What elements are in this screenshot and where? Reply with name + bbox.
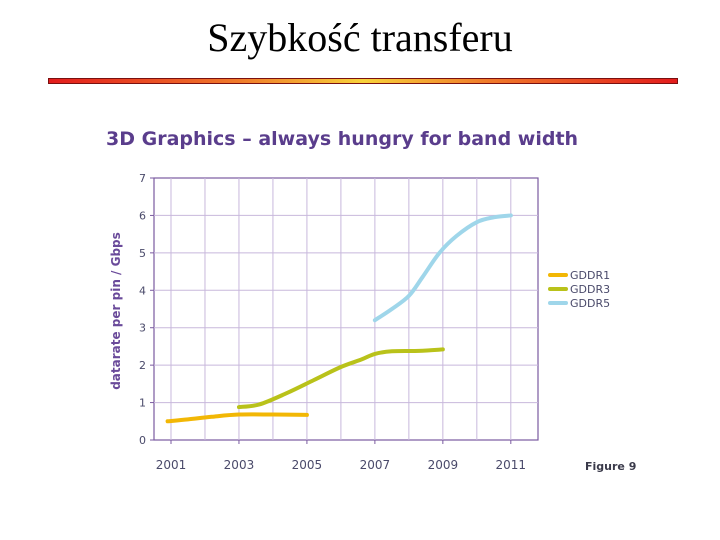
- data-point-gddr3: [417, 349, 421, 353]
- data-point-gddr3: [257, 402, 261, 407]
- x-tick-label: 2003: [224, 458, 255, 472]
- y-axis-label: datarate per pin / Gbps: [109, 232, 123, 390]
- data-point-gddr3: [373, 352, 377, 356]
- y-tick-label: 4: [139, 284, 146, 297]
- legend-label: GDDR5: [570, 297, 610, 310]
- y-tick-label: 0: [139, 434, 146, 447]
- data-point-gddr1: [165, 419, 170, 423]
- data-point-gddr3: [339, 365, 343, 369]
- data-point-gddr5: [509, 213, 513, 218]
- plot-frame: [153, 177, 539, 441]
- data-point-gddr1: [305, 413, 309, 417]
- x-tick-label: 2007: [360, 458, 391, 472]
- data-point-gddr3: [237, 405, 241, 409]
- y-tick-label: 7: [139, 172, 146, 185]
- x-tick-label: 2009: [428, 458, 459, 472]
- series-line-gddr1: [165, 412, 309, 424]
- data-point-gddr5: [390, 307, 394, 311]
- data-point-gddr5: [492, 215, 496, 219]
- y-tick-label: 3: [139, 322, 146, 335]
- y-tick-label: 1: [139, 397, 146, 410]
- x-tick-label: 2005: [292, 458, 323, 472]
- data-point-gddr1: [237, 412, 241, 417]
- x-tick-label: 2011: [496, 458, 527, 472]
- data-point-gddr1: [210, 415, 214, 419]
- legend-label: GDDR3: [570, 283, 610, 296]
- y-tick-label: 6: [139, 209, 146, 222]
- data-point-gddr5: [407, 294, 411, 298]
- data-point-gddr1: [186, 417, 190, 422]
- data-point-gddr3: [284, 391, 289, 395]
- figure-label: Figure 9: [585, 460, 636, 473]
- y-tick-label: 2: [139, 359, 146, 372]
- data-point-gddr3: [359, 357, 363, 362]
- data-point-gddr5: [420, 275, 425, 279]
- chart-title: 3D Graphics – always hungry for band wid…: [106, 128, 578, 150]
- data-point-gddr3: [390, 349, 394, 353]
- data-point-gddr5: [475, 220, 479, 224]
- slide-title: Szybkość transferu: [207, 15, 513, 60]
- data-point-gddr1: [271, 412, 275, 417]
- series-line-gddr3: [236, 347, 445, 410]
- title-divider: [48, 78, 678, 84]
- data-point-gddr5: [373, 318, 377, 322]
- legend-label: GDDR1: [570, 269, 610, 282]
- data-point-gddr5: [454, 234, 459, 238]
- y-tick-label: 5: [139, 247, 146, 260]
- x-tick-label: 2001: [156, 458, 187, 472]
- data-point-gddr5: [437, 251, 442, 255]
- data-point-gddr3: [441, 347, 445, 352]
- data-point-gddr3: [312, 378, 316, 382]
